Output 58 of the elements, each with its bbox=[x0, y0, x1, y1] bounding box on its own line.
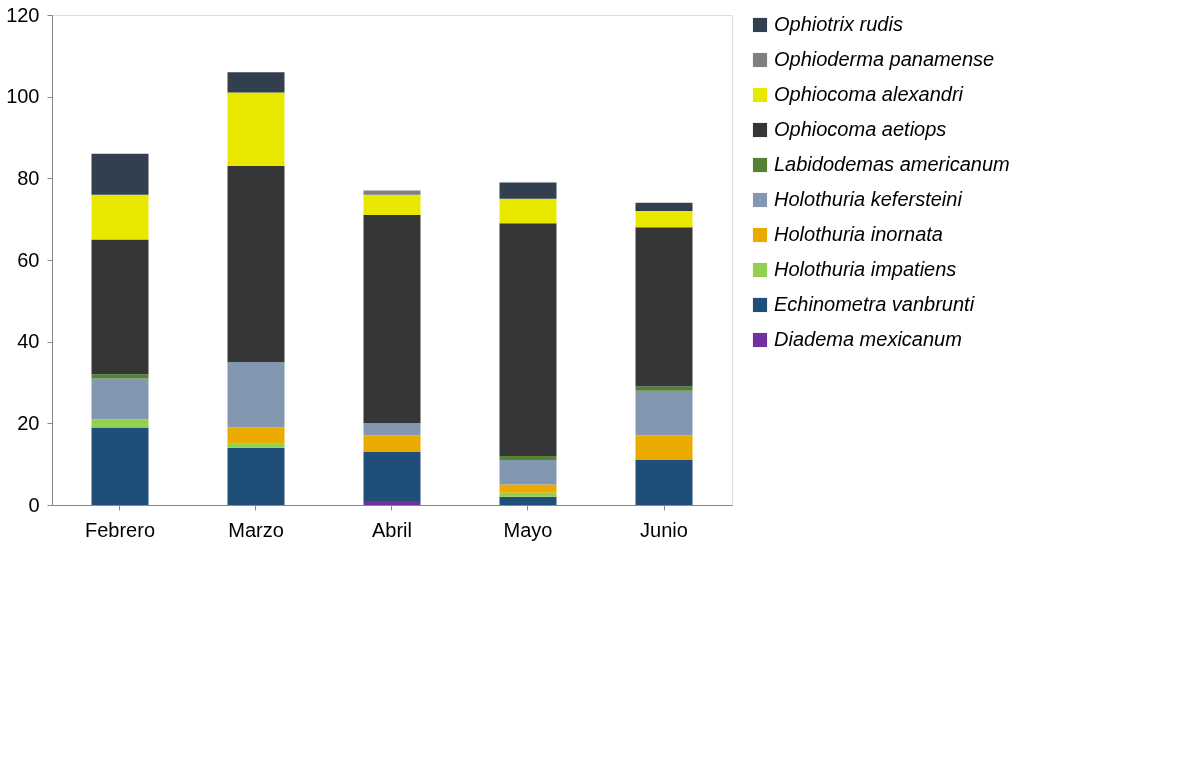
bar bbox=[499, 496, 557, 505]
legend-label: Holothuria kefersteini bbox=[774, 188, 963, 210]
bar bbox=[363, 423, 421, 436]
bar bbox=[363, 500, 421, 505]
bar bbox=[91, 374, 149, 379]
bar bbox=[227, 72, 285, 93]
legend-label: Ophiotrix rudis bbox=[774, 13, 903, 35]
x-tick-label: Febrero bbox=[84, 518, 156, 541]
x-tick-label: Abril bbox=[371, 518, 413, 541]
bar bbox=[635, 435, 693, 461]
bar bbox=[499, 223, 557, 456]
bar bbox=[635, 211, 693, 228]
bar bbox=[91, 419, 149, 428]
y-tick-label: 20 bbox=[17, 411, 40, 434]
bar bbox=[635, 390, 693, 436]
bar bbox=[635, 386, 693, 391]
bar bbox=[227, 362, 285, 428]
y-tick-label: 0 bbox=[28, 493, 40, 516]
bar bbox=[363, 190, 421, 195]
y-tick-label: 40 bbox=[17, 330, 40, 353]
y-tick-label: 80 bbox=[17, 166, 40, 189]
bar bbox=[363, 451, 421, 501]
legend-label: Echinometra vanbrunti bbox=[774, 293, 975, 315]
bar bbox=[635, 202, 693, 211]
bar bbox=[227, 166, 285, 363]
x-tick-label: Mayo bbox=[503, 518, 553, 541]
bar bbox=[91, 378, 149, 420]
bar bbox=[499, 492, 557, 497]
bar bbox=[635, 460, 693, 505]
bar bbox=[227, 427, 285, 444]
legend-label: Labidodemas americanum bbox=[774, 153, 1010, 175]
bar bbox=[363, 435, 421, 452]
legend-label: Ophioderma panamense bbox=[774, 48, 995, 70]
bar bbox=[499, 198, 557, 224]
bar bbox=[91, 239, 149, 375]
legend-label: Holothuria inornata bbox=[774, 223, 943, 245]
bar bbox=[91, 153, 149, 195]
legend-label: Ophiocoma alexandri bbox=[774, 83, 964, 105]
legend-label: Ophiocoma aetiops bbox=[774, 118, 947, 140]
bar bbox=[91, 427, 149, 505]
bar bbox=[499, 484, 557, 493]
bar bbox=[363, 194, 421, 216]
legend-label: Diadema mexicanum bbox=[774, 328, 962, 350]
bar bbox=[91, 194, 149, 240]
y-tick-label: 120 bbox=[6, 3, 40, 26]
bar bbox=[227, 92, 285, 167]
bar bbox=[499, 182, 557, 199]
y-tick-label: 100 bbox=[6, 85, 40, 108]
bar bbox=[227, 443, 285, 448]
x-tick-label: Junio bbox=[640, 518, 688, 541]
bar bbox=[635, 227, 693, 387]
bar bbox=[499, 460, 557, 485]
legend-label: Holothuria impatiens bbox=[774, 258, 957, 280]
bar bbox=[227, 447, 285, 505]
bar bbox=[363, 215, 421, 424]
x-tick-label: Marzo bbox=[228, 518, 284, 541]
y-tick-label: 60 bbox=[17, 248, 40, 271]
bar bbox=[499, 456, 557, 461]
